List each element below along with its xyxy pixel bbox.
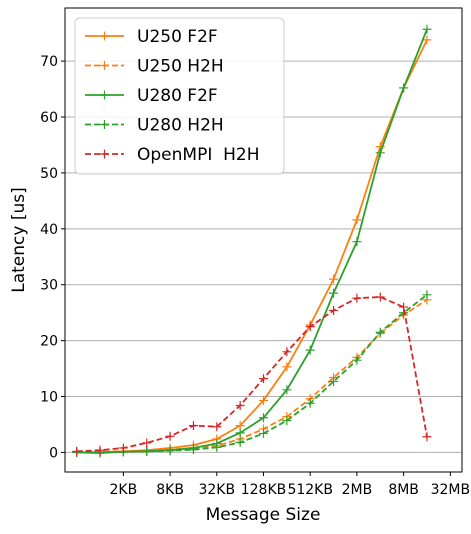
data-point [212, 422, 222, 432]
data-point [352, 355, 362, 365]
x-tick-label: 8MB [388, 482, 419, 498]
data-point [399, 83, 409, 93]
data-point [142, 438, 152, 448]
data-point [72, 446, 82, 456]
legend-marker [100, 61, 109, 70]
y-tick-label: 70 [40, 54, 58, 70]
y-tick-label: 20 [40, 334, 58, 350]
data-point [329, 274, 339, 284]
series-line-u280-h2h [76, 294, 428, 454]
data-point [375, 292, 385, 302]
x-tick-label: 32MB [431, 482, 471, 498]
data-point [375, 148, 385, 158]
y-tick-label: 30 [40, 278, 58, 294]
legend: U250 F2F U250 H2H U280 F2F U280 H2H OpenMPI … [74, 17, 285, 175]
legend-marker [100, 31, 109, 41]
y-tick-label: 50 [40, 166, 58, 182]
x-ticks: 2KB 8KB 32KB 128KB 512KB 2MB 8MB 32MB [110, 472, 471, 498]
legend-label: OpenMPI H2H [137, 145, 260, 165]
data-point [422, 432, 432, 442]
data-point [422, 290, 432, 300]
data-point [282, 362, 292, 372]
y-tick-label: 0 [49, 445, 58, 461]
x-tick-label: 32KB [198, 482, 235, 498]
data-point [352, 237, 362, 247]
data-point [142, 446, 152, 456]
legend-label: U250 H2H [137, 57, 224, 77]
data-point [375, 327, 385, 337]
data-point [305, 322, 315, 332]
data-point [95, 445, 105, 455]
legend-box [74, 17, 285, 175]
y-tick-label: 10 [40, 390, 58, 406]
x-tick-label: 8KB [156, 482, 184, 498]
legend-label: U280 H2H [137, 116, 224, 136]
data-point [188, 445, 198, 455]
data-point [259, 395, 268, 405]
series-line-openmpi-h2h [76, 296, 428, 453]
data-point [329, 376, 339, 386]
data-point [165, 431, 175, 441]
legend-label: U280 F2F [137, 86, 218, 106]
data-point [352, 215, 362, 225]
data-point [282, 416, 292, 426]
series-line-u250-h2h [76, 299, 428, 454]
data-point [305, 398, 315, 408]
data-point [259, 428, 268, 438]
y-tick-label: 60 [40, 110, 58, 126]
legend-marker [100, 149, 109, 159]
x-tick-label: 128KB [241, 482, 287, 498]
data-point [305, 345, 315, 355]
data-point [235, 437, 245, 447]
data-point [352, 293, 362, 303]
y-tick-label: 40 [40, 222, 58, 238]
data-point [282, 385, 292, 395]
data-point [188, 421, 198, 431]
legend-label: U250 F2F [137, 27, 218, 47]
data-point [259, 413, 268, 423]
data-point [259, 374, 268, 384]
series-lines [72, 24, 432, 458]
data-point [235, 400, 245, 410]
data-point [399, 302, 409, 312]
y-axis-label: Latency [us] [9, 187, 29, 293]
data-point [329, 305, 339, 315]
x-axis-label: Message Size [206, 505, 321, 525]
data-point [235, 428, 245, 438]
data-point [212, 442, 222, 452]
x-tick-label: 2MB [342, 482, 373, 498]
data-point [165, 446, 175, 456]
data-point [329, 288, 339, 298]
data-point [118, 443, 128, 453]
x-tick-label: 512KB [287, 482, 333, 498]
legend-marker [100, 120, 109, 129]
y-ticks: 0 10 20 30 40 50 60 70 [40, 54, 65, 461]
legend-marker [100, 90, 109, 100]
data-point [422, 24, 432, 34]
data-point [282, 347, 292, 357]
data-point [422, 35, 432, 45]
x-tick-label: 2KB [110, 482, 138, 498]
